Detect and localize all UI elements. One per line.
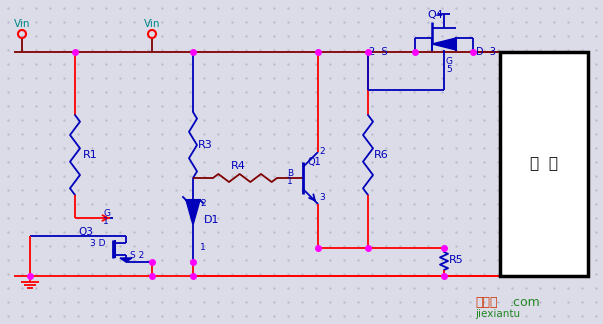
Text: R1: R1 xyxy=(83,150,98,160)
Text: Vin: Vin xyxy=(144,19,160,29)
Text: R3: R3 xyxy=(198,140,213,150)
Text: 3 D: 3 D xyxy=(90,238,106,248)
Text: 1: 1 xyxy=(103,216,109,226)
Text: .com: .com xyxy=(510,295,541,308)
Text: 2: 2 xyxy=(200,200,206,209)
Text: 1: 1 xyxy=(200,244,206,252)
Text: 1: 1 xyxy=(287,177,293,186)
Text: R4: R4 xyxy=(230,161,245,171)
Text: D1: D1 xyxy=(204,215,219,225)
Text: 2: 2 xyxy=(319,147,324,156)
Text: S 2: S 2 xyxy=(130,250,144,260)
Text: 接线图: 接线图 xyxy=(475,295,497,308)
Text: R5: R5 xyxy=(449,255,464,265)
Text: 5: 5 xyxy=(446,65,452,75)
Text: Q3: Q3 xyxy=(78,227,93,237)
Polygon shape xyxy=(186,200,200,225)
Text: 3: 3 xyxy=(319,192,325,202)
Text: R6: R6 xyxy=(374,150,389,160)
Polygon shape xyxy=(120,258,132,262)
Text: jiexiantu: jiexiantu xyxy=(475,309,520,319)
Text: Vin: Vin xyxy=(14,19,31,29)
Bar xyxy=(500,52,588,276)
Text: G: G xyxy=(103,210,110,218)
Text: Q4: Q4 xyxy=(427,10,443,20)
Text: B: B xyxy=(287,169,293,179)
Text: Q1: Q1 xyxy=(308,157,322,167)
Text: G: G xyxy=(446,57,453,66)
Polygon shape xyxy=(432,38,456,50)
Text: D  3: D 3 xyxy=(476,47,496,57)
Text: 负  载: 负 载 xyxy=(530,156,558,171)
Text: 2  S: 2 S xyxy=(370,47,388,57)
